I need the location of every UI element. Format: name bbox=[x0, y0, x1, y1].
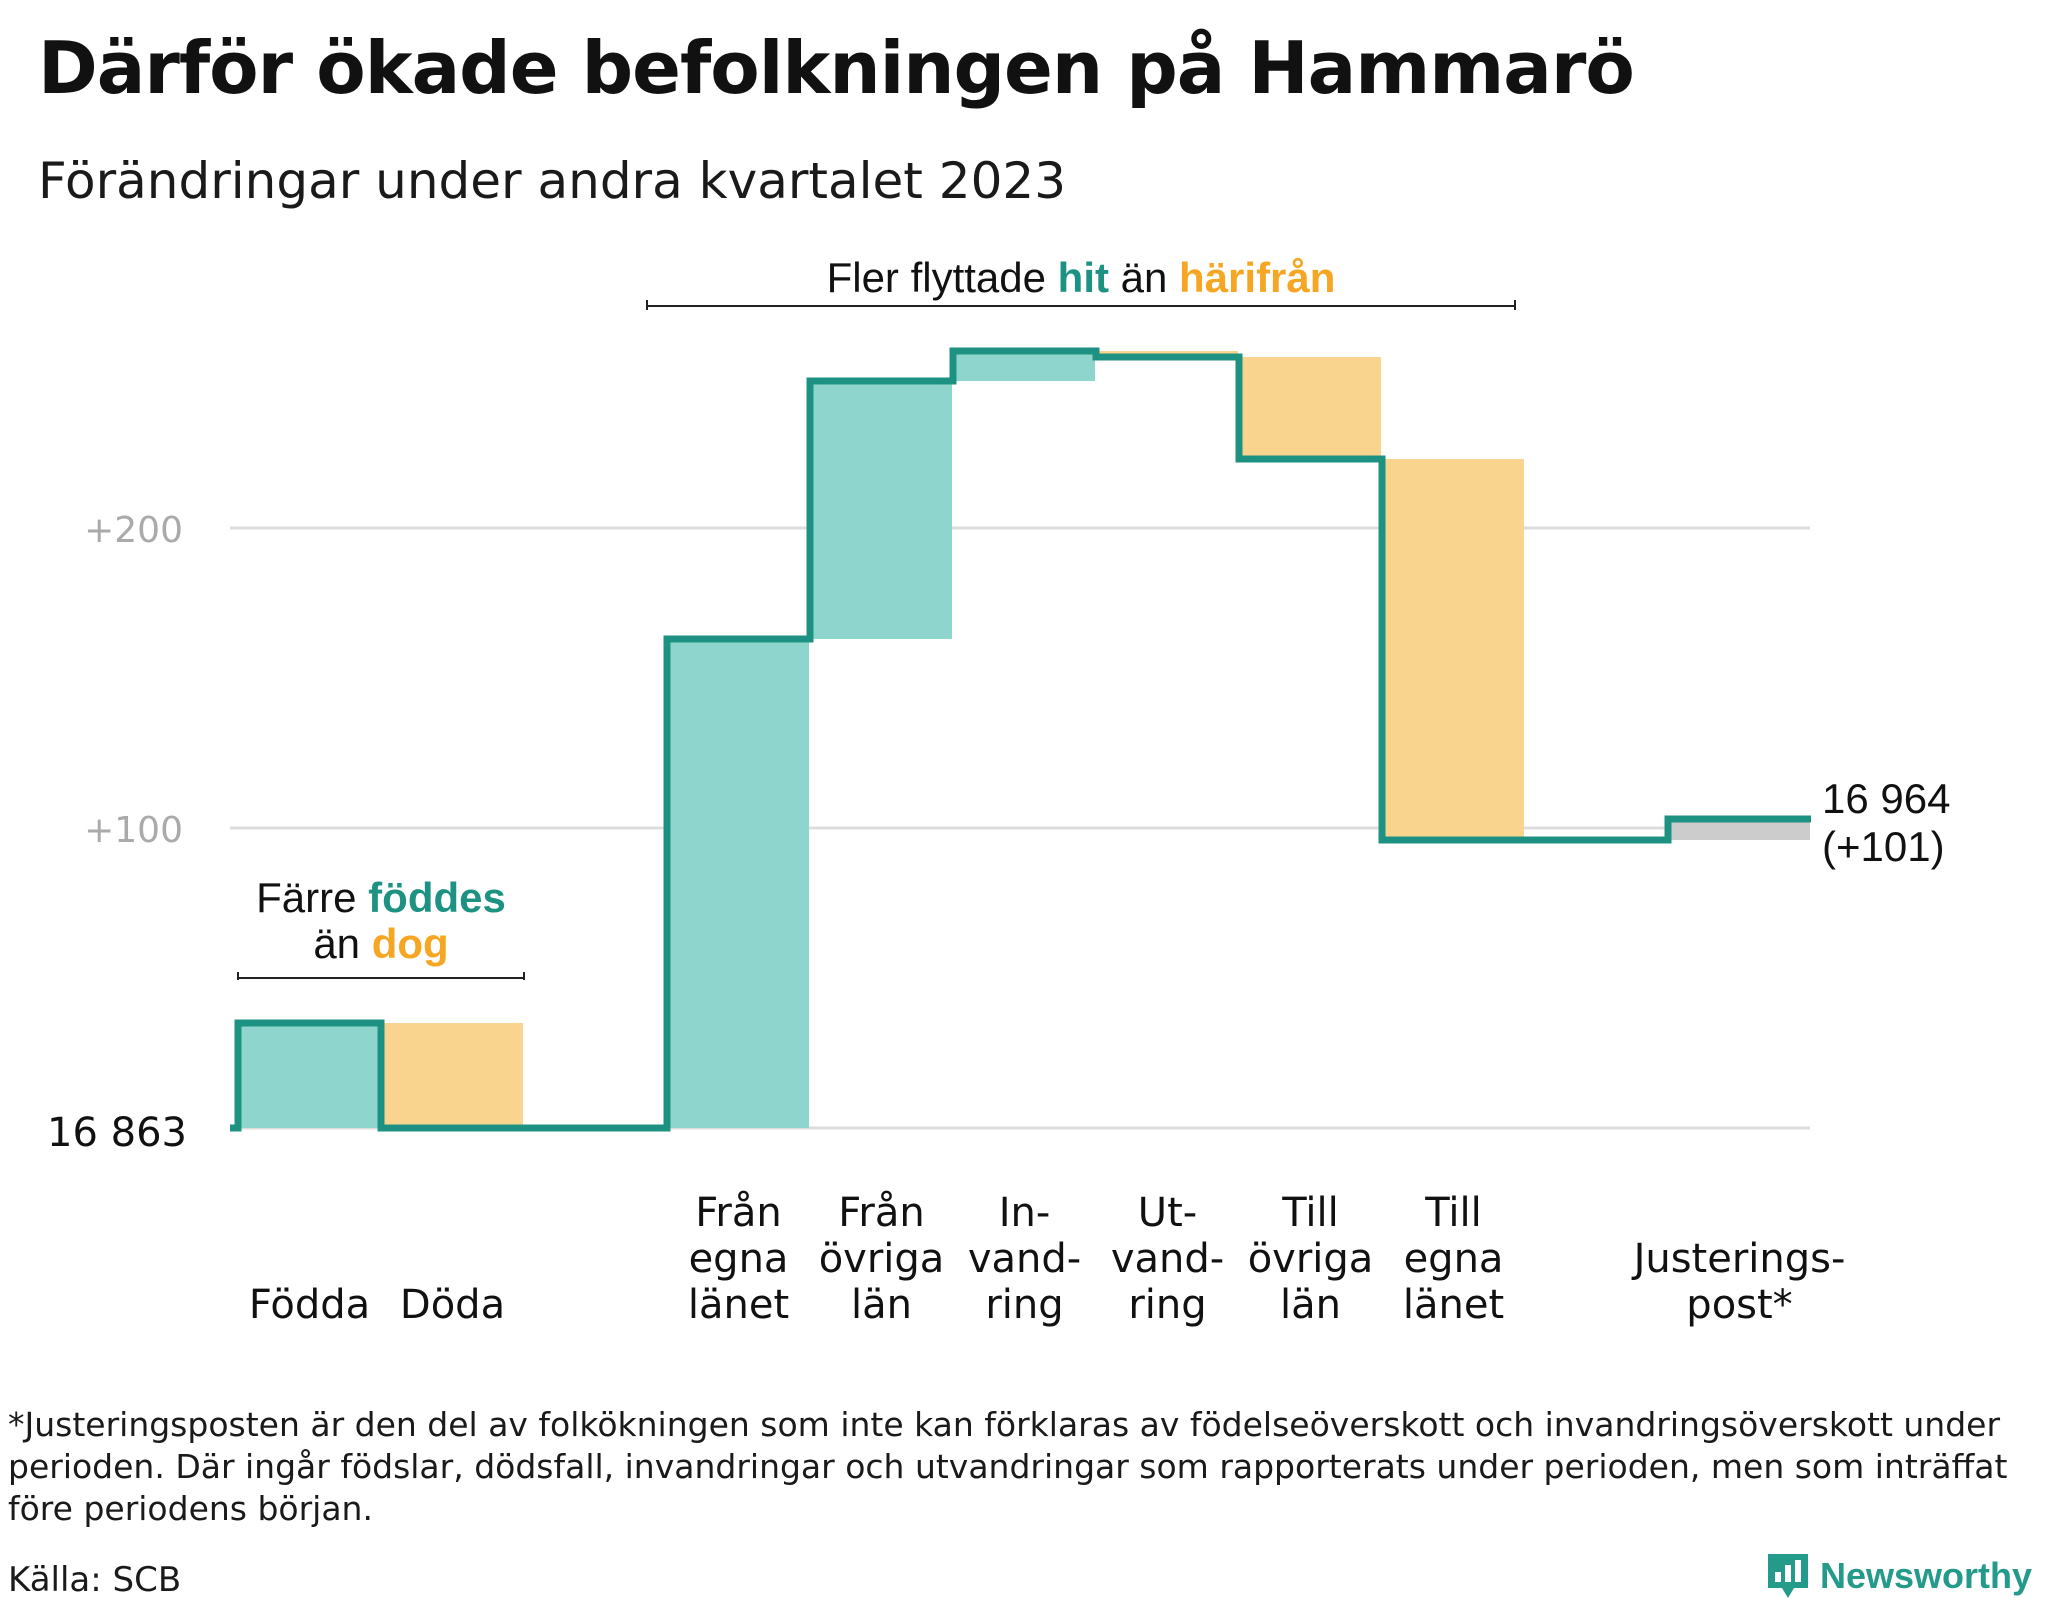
cumulative-step-line bbox=[230, 347, 1811, 1132]
footnote: *Justeringsposten är den del av folkökni… bbox=[8, 1405, 2008, 1528]
step-line bbox=[230, 347, 1811, 1132]
category-label-justering: Justerings-post* bbox=[1631, 1236, 1846, 1328]
chart-subtitle: Förändringar under andra kvartalet 2023 bbox=[38, 152, 1067, 210]
category-label-doda: Döda bbox=[400, 1282, 505, 1328]
end-value-label: 16 964 bbox=[1822, 775, 1950, 822]
category-label-till_ovriga: Till övriga län bbox=[1248, 1190, 1374, 1328]
bar-till_ovriga bbox=[1241, 357, 1381, 459]
bar-invandring bbox=[955, 351, 1095, 381]
annotation-births-bracket bbox=[237, 972, 525, 980]
start-value-label: 16 863 bbox=[47, 1110, 187, 1156]
waterfall-chart: +100 +200 16 863 Födda Döda Från egna länet Från… bbox=[47, 254, 1950, 1328]
y-tick-label: +100 bbox=[84, 810, 183, 851]
source-label: Källa: SCB bbox=[8, 1560, 182, 1600]
annotation-migration-bracket bbox=[646, 300, 1516, 310]
end-change-label: (+101) bbox=[1822, 823, 1945, 870]
bar-fran_egna bbox=[669, 639, 809, 1128]
bar-till_egna bbox=[1384, 459, 1524, 840]
newsworthy-logo-icon bbox=[1768, 1554, 1808, 1598]
category-label-invandring: In-vand-ring bbox=[968, 1190, 1081, 1328]
annotation-births-line2: än dog bbox=[313, 920, 448, 967]
category-label-till_egna: Till egna länet bbox=[1403, 1190, 1504, 1328]
y-tick-label: +200 bbox=[84, 510, 183, 551]
annotation-births-line1: Färre föddes bbox=[256, 874, 506, 921]
bar-justering bbox=[1670, 819, 1810, 840]
bar-fran_ovriga bbox=[812, 381, 952, 639]
category-label-fran_ovriga: Från övriga län bbox=[819, 1190, 945, 1328]
newsworthy-logo: Newsworthy bbox=[1766, 1552, 2032, 1600]
chart-title: Därför ökade befolkningen på Hammarö bbox=[38, 26, 1635, 110]
newsworthy-logo-text: Newsworthy bbox=[1820, 1555, 2033, 1596]
labels: +100 +200 16 863 Födda Döda Från egna länet Från… bbox=[47, 510, 1950, 1328]
category-label-utvandring: Ut-vand-ring bbox=[1111, 1190, 1224, 1328]
annotation-migration: Fler flyttade hit än härifrån bbox=[827, 254, 1336, 301]
category-label-fodda: Födda bbox=[249, 1282, 370, 1328]
bar-fodda bbox=[240, 1023, 380, 1128]
bars bbox=[240, 351, 1810, 1128]
category-label-fran_egna: Från egna länet bbox=[688, 1190, 789, 1328]
bar-doda bbox=[383, 1023, 523, 1128]
